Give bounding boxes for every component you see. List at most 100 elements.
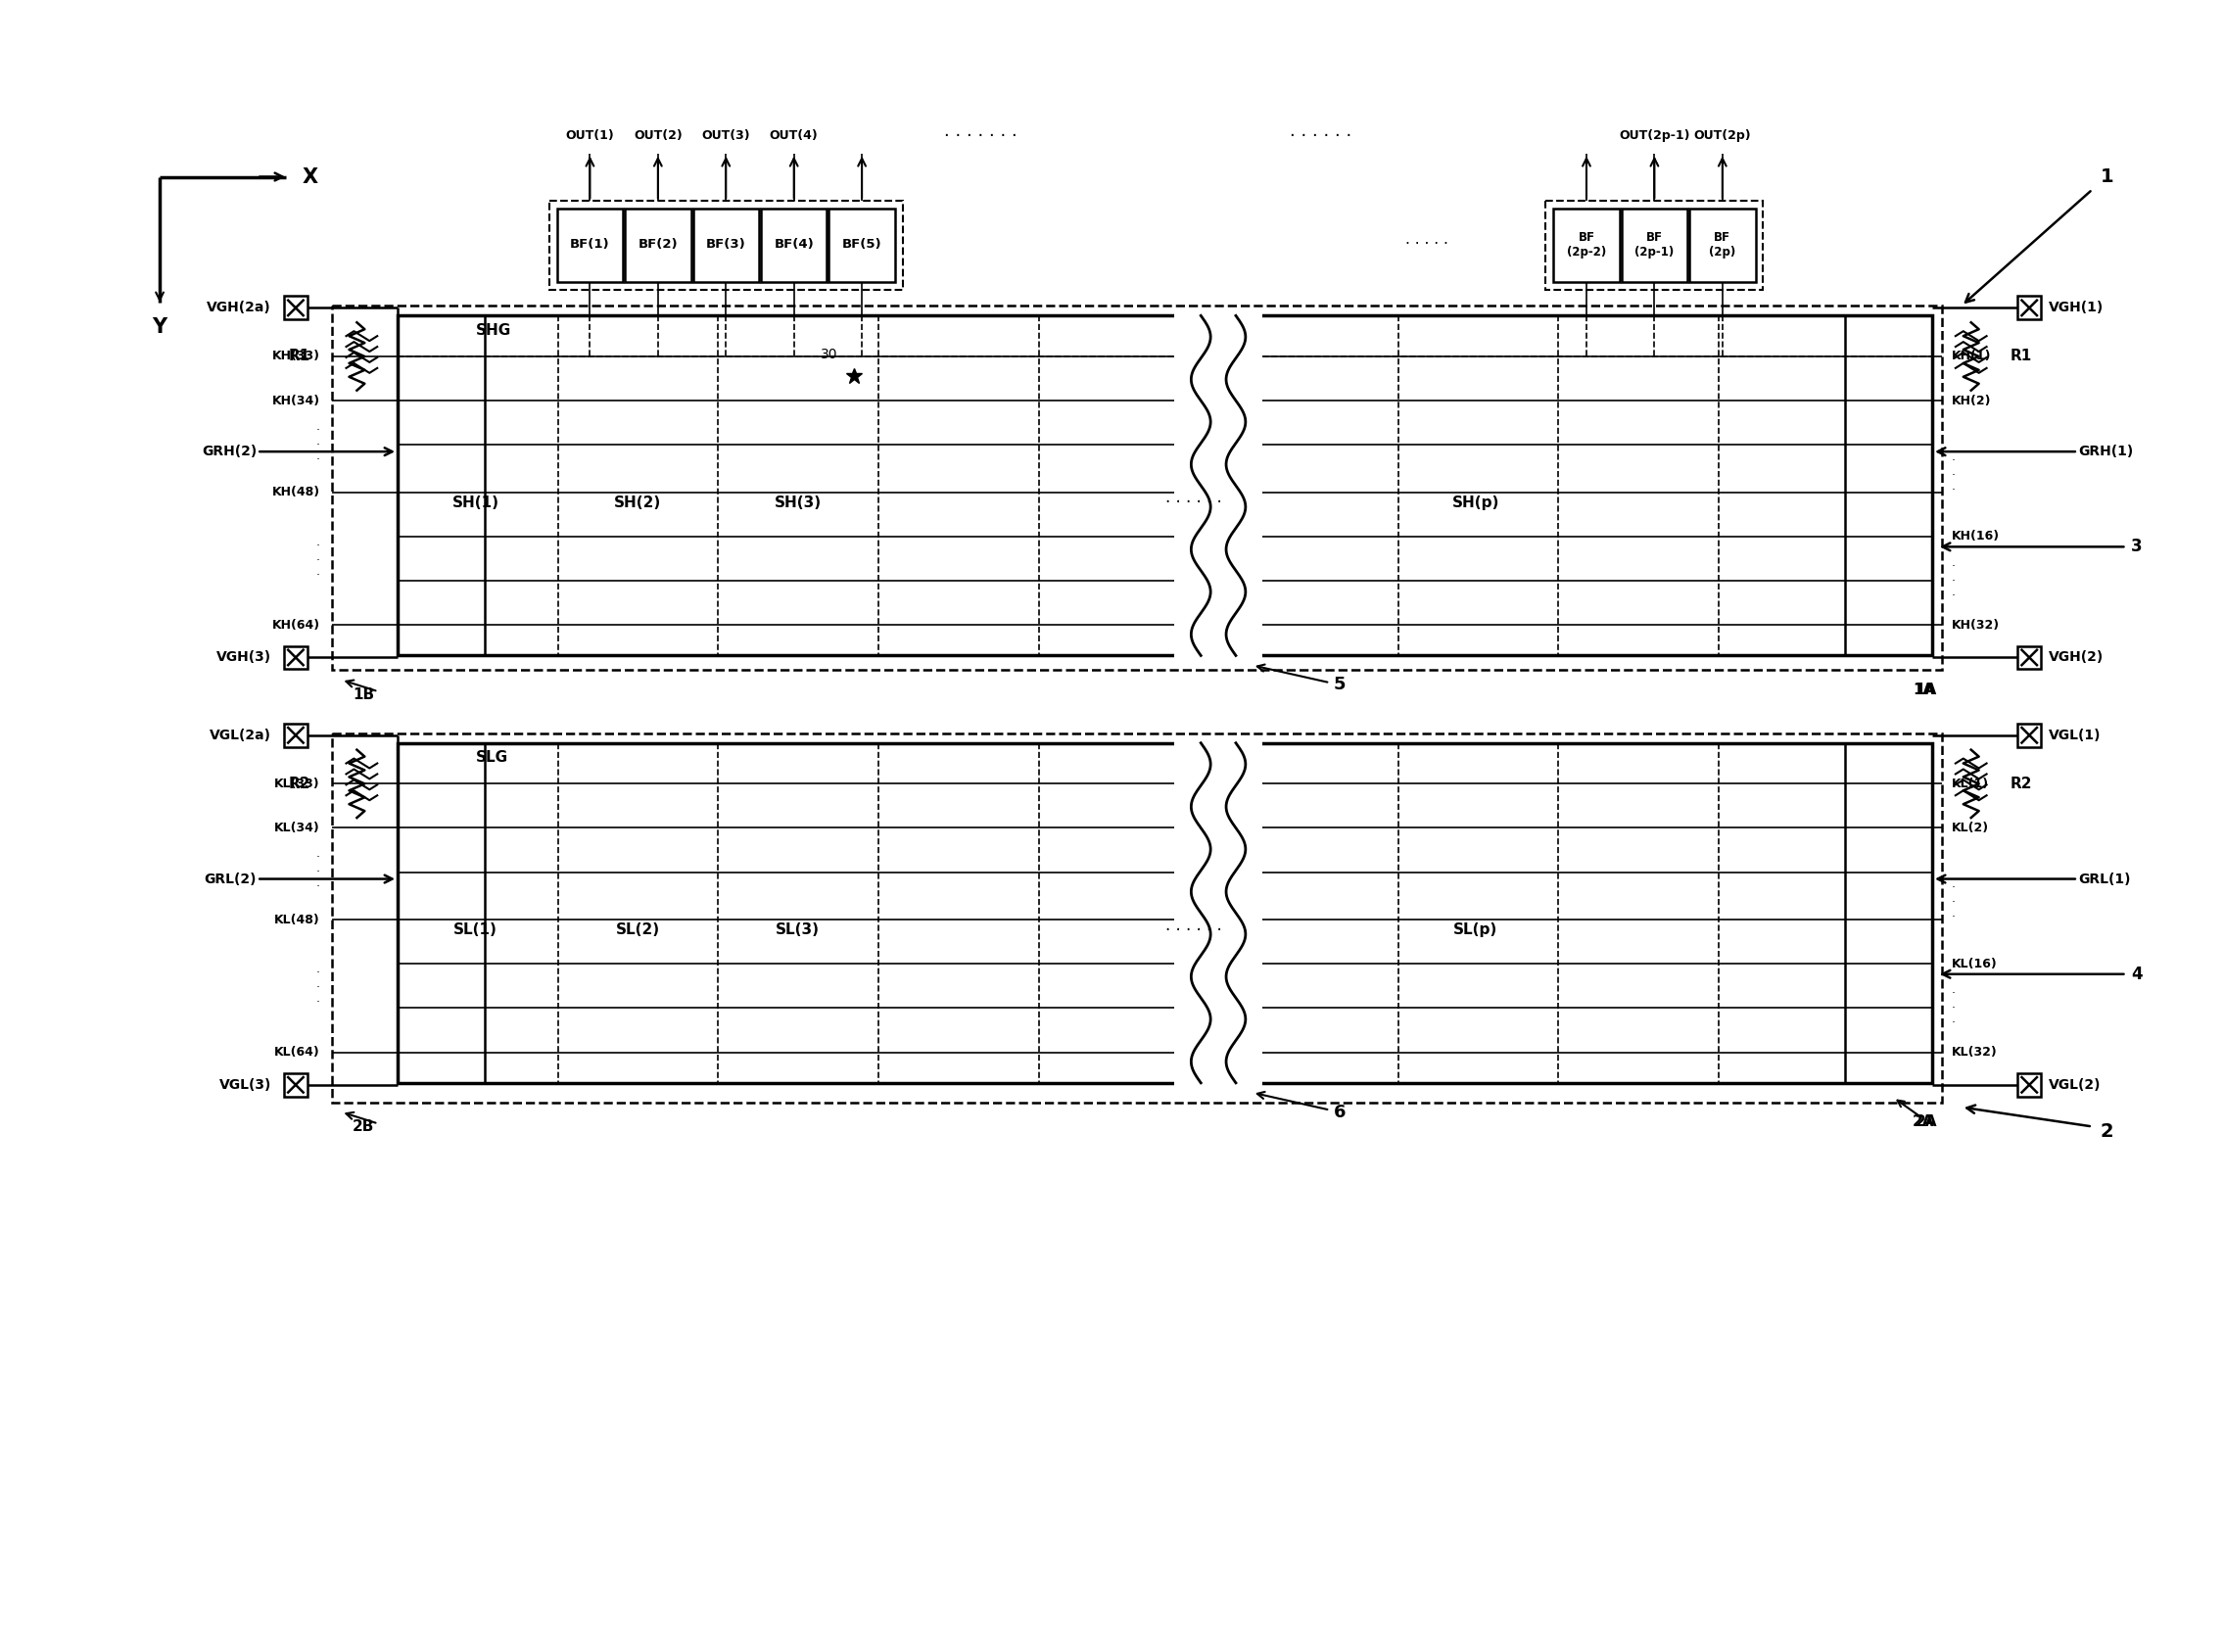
Bar <box>398 316 485 656</box>
Text: SLG: SLG <box>476 750 507 765</box>
Text: BF(3): BF(3) <box>705 238 745 251</box>
Text: ·
·
·: · · · <box>316 851 320 894</box>
Text: GRH(1): GRH(1) <box>2077 444 2133 459</box>
Bar <box>2017 1074 2042 1097</box>
Text: SHG: SHG <box>476 322 512 337</box>
Text: KL(32): KL(32) <box>1953 1046 1997 1059</box>
Text: ·
·
·: · · · <box>316 425 320 466</box>
Text: R1: R1 <box>2010 349 2033 363</box>
Text: BF
(2p-2): BF (2p-2) <box>1566 231 1606 258</box>
Text: KL(1): KL(1) <box>1953 778 1988 790</box>
Text: KH(2): KH(2) <box>1953 395 1990 406</box>
Text: KH(32): KH(32) <box>1953 618 1999 631</box>
Text: BF
(2p): BF (2p) <box>1708 231 1735 258</box>
Bar <box>2017 646 2042 669</box>
Text: 1B: 1B <box>354 687 374 702</box>
Text: OUT(1): OUT(1) <box>565 129 614 142</box>
Text: ·
·
·: · · · <box>1953 882 1955 923</box>
Text: SL(2): SL(2) <box>616 922 661 937</box>
Text: OUT(2p): OUT(2p) <box>1695 129 1750 142</box>
Bar <box>549 202 903 289</box>
Bar <box>761 208 827 281</box>
Text: · · · · · · ·: · · · · · · · <box>943 127 1016 145</box>
Text: SH(2): SH(2) <box>614 496 661 510</box>
Text: SL(1): SL(1) <box>454 922 498 937</box>
Text: R2: R2 <box>289 776 309 791</box>
Text: 1: 1 <box>2099 167 2113 187</box>
Bar <box>285 724 307 747</box>
Bar <box>1690 208 1755 281</box>
Text: KL(2): KL(2) <box>1953 821 1988 834</box>
Text: 2B: 2B <box>354 1120 374 1133</box>
Text: 3: 3 <box>2131 539 2142 555</box>
Bar <box>398 743 485 1082</box>
Text: VGL(3): VGL(3) <box>220 1079 271 1092</box>
Text: GRL(1): GRL(1) <box>2077 872 2131 885</box>
Text: Y: Y <box>151 317 167 337</box>
Bar <box>331 306 1942 671</box>
Bar <box>398 316 1933 656</box>
Bar <box>556 208 623 281</box>
Text: · · · · · ·: · · · · · · <box>1290 127 1352 145</box>
Bar <box>285 646 307 669</box>
Text: ·
·
·: · · · <box>1953 454 1955 497</box>
Text: VGL(2a): VGL(2a) <box>209 729 271 742</box>
Text: BF(1): BF(1) <box>569 238 609 251</box>
Text: · · · · · ·: · · · · · · <box>1165 494 1223 512</box>
Text: 2A: 2A <box>1913 1115 1935 1128</box>
Text: ·
·
·: · · · <box>316 966 320 1009</box>
Bar <box>830 208 894 281</box>
Text: KH(33): KH(33) <box>271 350 320 363</box>
Text: 4: 4 <box>2131 965 2142 983</box>
Text: KH(16): KH(16) <box>1953 530 1999 544</box>
Text: OUT(2): OUT(2) <box>634 129 683 142</box>
Bar <box>1844 316 1933 656</box>
Text: ·
·
·: · · · <box>1953 560 1955 601</box>
Bar <box>694 208 758 281</box>
Bar <box>2017 296 2042 319</box>
Text: ·
·
·: · · · <box>1953 986 1955 1029</box>
Text: GRH(2): GRH(2) <box>202 444 256 459</box>
Text: R1: R1 <box>289 349 309 363</box>
Text: OUT(4): OUT(4) <box>770 129 818 142</box>
Text: KL(16): KL(16) <box>1953 958 1997 970</box>
Text: OUT(3): OUT(3) <box>701 129 749 142</box>
Text: KH(1): KH(1) <box>1953 350 1990 363</box>
Text: BF
(2p-1): BF (2p-1) <box>1635 231 1675 258</box>
Text: 2A: 2A <box>1915 1115 1937 1128</box>
Text: · · · · ·: · · · · · <box>1406 238 1448 253</box>
Bar <box>1844 743 1933 1082</box>
Text: X: X <box>302 167 318 187</box>
Bar <box>1546 202 1764 289</box>
Text: SH(p): SH(p) <box>1452 496 1499 510</box>
Text: KH(48): KH(48) <box>271 486 320 499</box>
Text: VGH(3): VGH(3) <box>216 651 271 664</box>
Text: KL(48): KL(48) <box>274 914 320 927</box>
Bar <box>2017 724 2042 747</box>
Text: VGH(1): VGH(1) <box>2048 301 2104 316</box>
Text: ·
·
·: · · · <box>316 539 320 582</box>
Text: KL(34): KL(34) <box>274 821 320 834</box>
Text: VGH(2): VGH(2) <box>2048 651 2104 664</box>
Bar <box>1552 208 1619 281</box>
Text: VGL(1): VGL(1) <box>2048 729 2102 742</box>
Text: SL(p): SL(p) <box>1454 922 1499 937</box>
Text: OUT(2p-1): OUT(2p-1) <box>1619 129 1690 142</box>
Text: 1A: 1A <box>1913 682 1935 697</box>
Bar <box>285 1074 307 1097</box>
Bar <box>625 208 692 281</box>
Bar <box>1621 208 1688 281</box>
Text: 5: 5 <box>1334 676 1346 694</box>
Text: 30: 30 <box>821 347 836 362</box>
Text: 1A: 1A <box>1915 682 1937 697</box>
Text: SL(3): SL(3) <box>776 922 821 937</box>
Text: VGH(2a): VGH(2a) <box>207 301 271 316</box>
Text: 2: 2 <box>2099 1122 2113 1142</box>
Bar <box>1174 738 1261 1087</box>
Bar <box>1174 311 1261 661</box>
Text: VGL(2): VGL(2) <box>2048 1079 2102 1092</box>
Text: GRL(2): GRL(2) <box>205 872 256 885</box>
Text: BF(2): BF(2) <box>638 238 678 251</box>
Text: R2: R2 <box>2010 776 2033 791</box>
Text: BF(4): BF(4) <box>774 238 814 251</box>
